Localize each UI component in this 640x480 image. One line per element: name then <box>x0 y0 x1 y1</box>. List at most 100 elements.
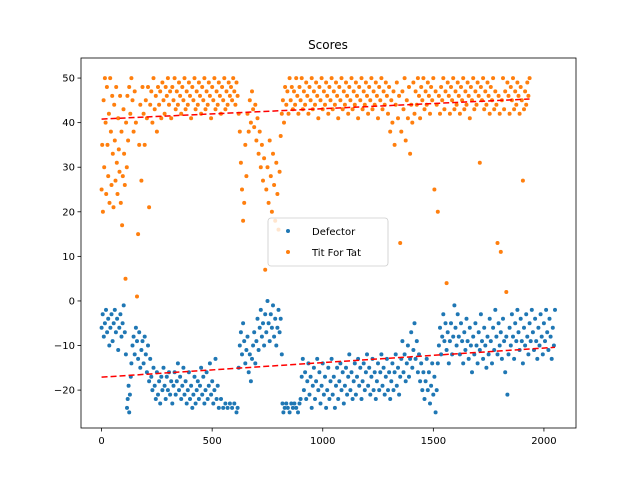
data-point <box>410 365 415 370</box>
data-point <box>523 89 528 94</box>
data-point <box>100 209 105 214</box>
data-point <box>361 361 366 366</box>
data-point <box>244 174 249 179</box>
data-point <box>511 334 515 339</box>
data-point <box>413 356 418 361</box>
data-point <box>201 374 206 379</box>
data-point <box>242 200 247 205</box>
data-point <box>468 343 473 348</box>
data-point <box>445 330 450 335</box>
data-point <box>394 80 399 85</box>
data-point <box>162 111 167 116</box>
data-point <box>549 356 554 361</box>
data-point <box>393 352 398 357</box>
data-point <box>276 307 281 312</box>
data-point <box>211 98 216 103</box>
data-point <box>116 116 121 121</box>
data-point <box>430 361 435 366</box>
data-point <box>428 111 432 116</box>
data-point <box>119 334 124 339</box>
data-point <box>200 392 205 397</box>
x-tick-label: 1000 <box>310 436 335 447</box>
data-point <box>527 76 532 81</box>
data-point <box>196 397 201 401</box>
data-point <box>182 392 187 397</box>
data-point <box>180 85 185 89</box>
data-point <box>139 348 144 352</box>
data-point <box>464 316 469 321</box>
data-point <box>386 388 390 393</box>
y-tick-label: 20 <box>62 207 75 218</box>
data-point <box>396 116 400 121</box>
data-point <box>524 102 529 107</box>
data-point <box>136 356 141 361</box>
data-point <box>505 392 510 397</box>
data-point <box>462 107 467 112</box>
data-point <box>294 405 299 410</box>
data-point <box>526 352 531 357</box>
data-point <box>147 205 152 210</box>
data-point <box>545 330 550 335</box>
data-point <box>524 312 529 317</box>
data-point <box>278 134 283 138</box>
data-point <box>297 401 302 406</box>
data-point <box>334 80 338 85</box>
data-point <box>356 116 361 121</box>
data-point <box>243 361 248 366</box>
data-point <box>120 321 125 326</box>
data-point <box>200 85 205 89</box>
data-point <box>116 147 121 152</box>
data-point <box>300 356 305 361</box>
data-point <box>396 365 400 370</box>
data-point <box>357 85 362 89</box>
data-point <box>441 76 446 81</box>
data-point <box>523 343 528 348</box>
data-point <box>275 325 280 330</box>
axes-frame <box>80 57 577 429</box>
data-point <box>413 89 418 94</box>
data-point <box>536 325 541 330</box>
data-point <box>369 76 374 81</box>
data-point <box>332 102 337 107</box>
data-point <box>247 352 252 357</box>
data-point <box>242 339 247 344</box>
data-point <box>274 343 279 348</box>
data-point <box>372 370 377 375</box>
data-point <box>159 116 164 121</box>
data-point <box>482 325 487 330</box>
data-point <box>467 116 472 121</box>
data-point <box>112 307 117 312</box>
data-point <box>346 111 351 116</box>
data-point <box>548 334 553 339</box>
data-point <box>337 85 342 89</box>
data-point <box>268 312 273 317</box>
data-point <box>203 107 208 112</box>
data-point <box>206 80 211 85</box>
data-point <box>471 334 476 339</box>
data-point <box>547 316 552 321</box>
data-point <box>318 401 323 406</box>
data-point <box>336 116 341 121</box>
data-point <box>274 160 279 165</box>
data-point <box>201 98 206 103</box>
data-point <box>104 307 108 312</box>
data-point <box>271 151 275 156</box>
data-point <box>353 392 358 397</box>
data-point <box>318 98 323 103</box>
data-point <box>130 98 135 103</box>
data-point <box>206 383 211 388</box>
data-point <box>175 361 180 366</box>
data-point <box>544 307 549 312</box>
data-point <box>117 169 122 174</box>
data-point <box>401 107 406 112</box>
data-point <box>167 102 171 107</box>
data-point <box>387 370 392 375</box>
data-point <box>241 321 246 326</box>
data-point <box>205 397 210 401</box>
data-point <box>202 76 207 81</box>
data-point <box>443 89 448 94</box>
data-point <box>202 401 207 406</box>
data-point <box>146 85 150 89</box>
data-point <box>178 93 183 98</box>
